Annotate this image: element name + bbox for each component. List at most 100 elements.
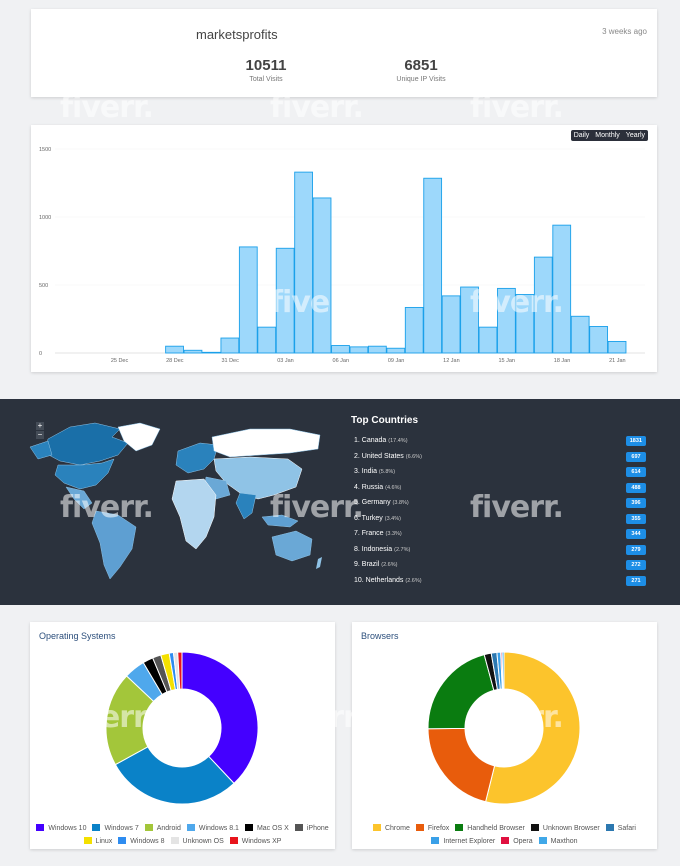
map-usa xyxy=(54,458,115,490)
bar-21 Jan[interactable] xyxy=(607,340,627,354)
x-tick-label: 21 Jan xyxy=(609,358,626,364)
country-name: 1. Canada (17.4%) xyxy=(354,437,408,444)
slice-firefox[interactable] xyxy=(427,727,496,803)
legend-item[interactable]: Windows 7 xyxy=(92,824,139,834)
legend-label: Maxthon xyxy=(550,838,578,845)
bar-16 Jan[interactable] xyxy=(515,294,535,354)
legend-item[interactable]: Opera xyxy=(501,837,533,847)
country-percent: (3.4%) xyxy=(384,515,401,522)
bar-14 Jan[interactable] xyxy=(478,326,498,354)
bar-17 Jan[interactable] xyxy=(533,256,553,354)
map-alaska xyxy=(29,440,53,460)
x-tick-label: 12 Jan xyxy=(443,358,460,364)
x-tick-label: 09 Jan xyxy=(388,358,405,364)
legend-item[interactable]: Unknown OS xyxy=(170,837,224,847)
bar-03 Jan[interactable] xyxy=(275,247,295,354)
legend-item[interactable]: Windows 10 xyxy=(36,824,86,834)
bar-05 Jan[interactable] xyxy=(312,197,332,354)
country-name: 6. Turkey (3.4%) xyxy=(354,515,401,522)
country-name: 7. France (3.3%) xyxy=(354,530,402,537)
legend-item[interactable]: Android xyxy=(144,824,181,834)
x-tick-label: 03 Jan xyxy=(277,358,294,364)
legend-label: Windows 8 xyxy=(130,838,165,845)
legend-label: Windows 7 xyxy=(104,825,139,832)
world-map[interactable] xyxy=(0,399,340,605)
bar-07 Jan[interactable] xyxy=(349,346,369,354)
bar-19 Jan[interactable] xyxy=(570,315,590,354)
total-visits-value: 10511 xyxy=(245,57,287,74)
browsers-card: Browsers Chrome Firefox Handheld Browser Un… xyxy=(352,622,657,849)
visits-chart-card: 0 500 1000 1500 25 Dec 28 Dec 31 Dec 03 Jan 06 J… xyxy=(31,125,657,372)
slice-windows-xp[interactable] xyxy=(177,651,183,690)
legend-item[interactable]: Windows 8.1 xyxy=(186,824,239,834)
bar-01 Jan[interactable] xyxy=(238,246,258,354)
bar-20 Jan[interactable] xyxy=(589,326,608,354)
legend-label: Windows 8.1 xyxy=(198,825,239,832)
yearly-button[interactable]: Yearly xyxy=(625,132,645,139)
legend-item[interactable]: Maxthon xyxy=(538,837,578,847)
bar-15 Jan[interactable] xyxy=(497,287,516,354)
bar-28 Dec[interactable] xyxy=(165,345,184,354)
legend-swatch xyxy=(530,824,539,831)
legend-label: Windows 10 xyxy=(48,825,87,832)
legend-swatch xyxy=(144,824,153,831)
bar-31 Dec[interactable] xyxy=(220,337,240,354)
os-legend: Windows 10 Windows 7 Android Windows 8.1 Mac… xyxy=(30,821,335,847)
map-zoom-out-button[interactable]: − xyxy=(36,430,44,439)
bar-18 Jan[interactable] xyxy=(552,224,572,354)
country-count-badge: 355 xyxy=(626,513,646,524)
legend-item[interactable]: Unknown Browser xyxy=(530,824,600,834)
legend-label: Mac OS X xyxy=(256,825,289,832)
daily-button[interactable]: Daily xyxy=(573,132,590,139)
bar-12 Jan[interactable] xyxy=(441,295,461,354)
bar-30 Dec[interactable] xyxy=(202,351,221,354)
legend-item[interactable]: Handheld Browser xyxy=(455,824,525,834)
bar-08 Jan[interactable] xyxy=(367,345,387,354)
slice-chrome[interactable] xyxy=(484,651,581,805)
legend-swatch xyxy=(372,824,381,831)
legend-item[interactable]: Windows XP xyxy=(229,837,281,847)
bar-10 Jan[interactable] xyxy=(404,306,424,354)
legend-swatch xyxy=(186,824,195,831)
bar-09 Jan[interactable] xyxy=(386,347,406,354)
legend-item[interactable]: Firefox xyxy=(415,824,449,834)
legend-item[interactable]: Mac OS X xyxy=(244,824,289,834)
country-name: 4. Russia (4.6%) xyxy=(354,484,401,491)
legend-label: Internet Explorer xyxy=(443,838,496,845)
slice-maxthon[interactable] xyxy=(501,651,505,690)
legend-swatch xyxy=(118,837,127,844)
bar-06 Jan[interactable] xyxy=(331,345,350,354)
total-visits-stat: 10511 Total Visits xyxy=(211,57,321,83)
y-tick-label: 0 xyxy=(39,351,42,357)
bar-04 Jan[interactable] xyxy=(294,171,313,354)
legend-label: iPhone xyxy=(306,825,329,832)
country-label: 4. Russia xyxy=(354,483,384,491)
bar-02 Jan[interactable] xyxy=(257,326,277,354)
country-count-badge: 1831 xyxy=(625,436,646,446)
map-indonesia xyxy=(261,514,299,528)
legend-item[interactable]: Linux xyxy=(83,837,112,847)
legend-item[interactable]: Windows 8 xyxy=(118,837,165,847)
legend-label: Unknown OS xyxy=(182,838,224,845)
legend-item[interactable]: iPhone xyxy=(294,824,329,834)
country-row: 9. Brazil (2.6%) 272 xyxy=(354,559,646,573)
country-row: 5. Germany (3.8%) 396 xyxy=(354,497,646,511)
legend-item[interactable]: Chrome xyxy=(372,824,410,834)
monthly-button[interactable]: Monthly xyxy=(595,132,620,139)
country-percent: (2.6%) xyxy=(381,562,398,568)
legend-label: Handheld Browser xyxy=(467,825,525,832)
legend-item[interactable]: Safari xyxy=(605,824,636,834)
map-india xyxy=(235,492,257,520)
slice-windows-10[interactable] xyxy=(181,651,259,785)
bar-29 Dec[interactable] xyxy=(183,349,203,354)
slice-handheld-browser[interactable] xyxy=(427,654,495,730)
country-name: 5. Germany (3.8%) xyxy=(354,499,409,506)
country-count-badge: 614 xyxy=(626,467,646,477)
legend-item[interactable]: Internet Explorer xyxy=(431,837,495,847)
bar-11 Jan[interactable] xyxy=(423,177,443,354)
map-russia xyxy=(211,428,321,458)
bar-13 Jan[interactable] xyxy=(460,286,479,354)
slice-windows-7[interactable] xyxy=(114,746,235,805)
os-donut-chart xyxy=(105,651,259,805)
map-zoom-in-button[interactable]: + xyxy=(36,421,44,430)
